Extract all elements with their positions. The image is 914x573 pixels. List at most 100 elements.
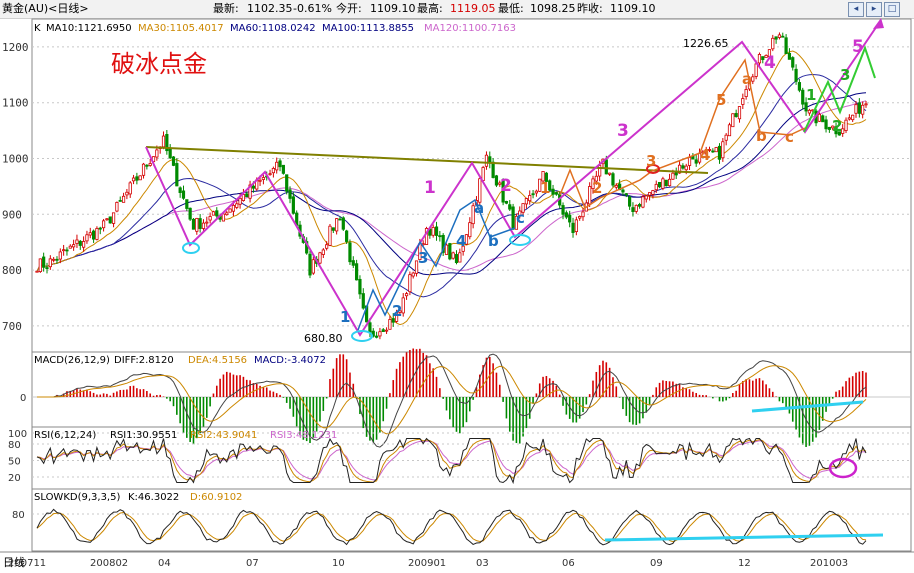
candle-body (121, 195, 126, 203)
high-annotation: 1226.65 (683, 37, 729, 50)
candle-body (741, 98, 745, 105)
date-tick-label: 12 (738, 558, 751, 569)
candle-body (328, 225, 332, 246)
candle-body (444, 244, 449, 255)
candle-body (434, 226, 439, 236)
candle-body (248, 184, 252, 199)
wave-label: a (742, 70, 752, 88)
candle-body (827, 126, 831, 130)
candle-body (647, 192, 652, 196)
candle-body (335, 218, 339, 232)
candle-body (471, 205, 475, 225)
candle-body (508, 204, 512, 210)
candle-body (754, 63, 758, 77)
candle-body (381, 329, 385, 332)
open-price: 1109.10 (370, 2, 416, 15)
candle-body (195, 217, 199, 232)
breakout-marker (646, 164, 660, 174)
candle-body (261, 177, 265, 180)
date-tick-label: 200901 (408, 558, 446, 569)
candle-body (275, 161, 279, 171)
candle-body (734, 113, 738, 117)
high-label: 最高: (417, 2, 443, 15)
rsi-ytick-label: 20 (8, 473, 21, 484)
rsi1-value: RSI1:30.9551 (110, 430, 177, 441)
rsi-legend: RSI(6,12,24) (34, 430, 96, 441)
candle-body (91, 230, 96, 240)
candle-body (501, 180, 505, 203)
price-ytick-label: 1200 (2, 41, 29, 54)
candle-body (105, 218, 109, 221)
date-tick-label: 200802 (90, 558, 128, 569)
candle-body (851, 114, 855, 121)
candle-body (524, 198, 529, 205)
candle-body (404, 293, 409, 297)
candle-body (551, 188, 555, 195)
scroll-left-icon[interactable]: ◂ (848, 2, 864, 17)
green-wave-line (803, 45, 876, 133)
candle-body (821, 115, 825, 123)
candle-body (511, 206, 515, 230)
macd-legend: MACD(26,12,9) (34, 355, 110, 366)
wave-label: 1 (340, 308, 350, 326)
candle-body (791, 57, 795, 68)
ma-legend-item: MA30:1105.4017 (138, 23, 224, 34)
candle-body (145, 164, 149, 167)
candle-body (797, 82, 802, 91)
candle-body (578, 216, 582, 219)
candle-body (101, 220, 106, 229)
wave-label: a (474, 199, 484, 217)
kd-panel-frame (31, 488, 912, 552)
candle-body (411, 272, 415, 277)
candle-body (784, 37, 788, 55)
price-ytick-label: 1000 (2, 152, 29, 165)
macd-diff-value: DIFF:2.8120 (114, 355, 174, 366)
wave-label: c (785, 128, 794, 146)
candle-body (541, 171, 545, 182)
candle-body (681, 165, 685, 169)
maximize-icon[interactable]: □ (884, 2, 900, 17)
candle-body (85, 234, 89, 242)
headline: 破冰点金 (111, 50, 207, 78)
candle-body (488, 156, 492, 164)
candle-body (331, 227, 335, 231)
candle-body (258, 179, 262, 182)
date-tick-label: 10 (332, 558, 345, 569)
kd-divergence-line (604, 533, 884, 542)
candle-body (82, 241, 86, 248)
candle-body (205, 221, 209, 224)
candle-body (494, 175, 499, 186)
candle-body (58, 251, 62, 260)
wave-label: 5 (852, 37, 864, 57)
orange-wave-line (559, 58, 806, 210)
candle-body (564, 212, 568, 218)
candle-body (38, 258, 42, 272)
candle-body (571, 222, 575, 233)
candle-body (72, 244, 76, 248)
wave-label: 3 (418, 249, 428, 267)
candle-body (235, 203, 239, 208)
candle-body (731, 113, 735, 128)
wave-label: 3 (646, 152, 656, 170)
candle-body (155, 149, 159, 158)
candle-body (757, 54, 762, 64)
scroll-right-icon[interactable]: ▸ (866, 2, 882, 17)
candle-body (468, 222, 472, 238)
wave-arrow-icon (873, 18, 884, 29)
candle-body (764, 55, 768, 58)
macd-value: MACD:-3.4072 (254, 355, 326, 366)
candle-body (108, 216, 112, 224)
ma-legend-item: MA100:1113.8855 (322, 23, 414, 34)
candle-body (161, 135, 166, 148)
wave-label: b (488, 232, 499, 250)
wave-label: 2 (832, 117, 842, 135)
candle-body (671, 172, 675, 180)
candle-body (228, 208, 232, 213)
candle-body (767, 49, 772, 58)
candle-body (721, 141, 725, 159)
candle-body (771, 37, 775, 50)
candle-body (238, 197, 242, 205)
candle-body (401, 297, 405, 314)
candle-body (458, 252, 462, 263)
